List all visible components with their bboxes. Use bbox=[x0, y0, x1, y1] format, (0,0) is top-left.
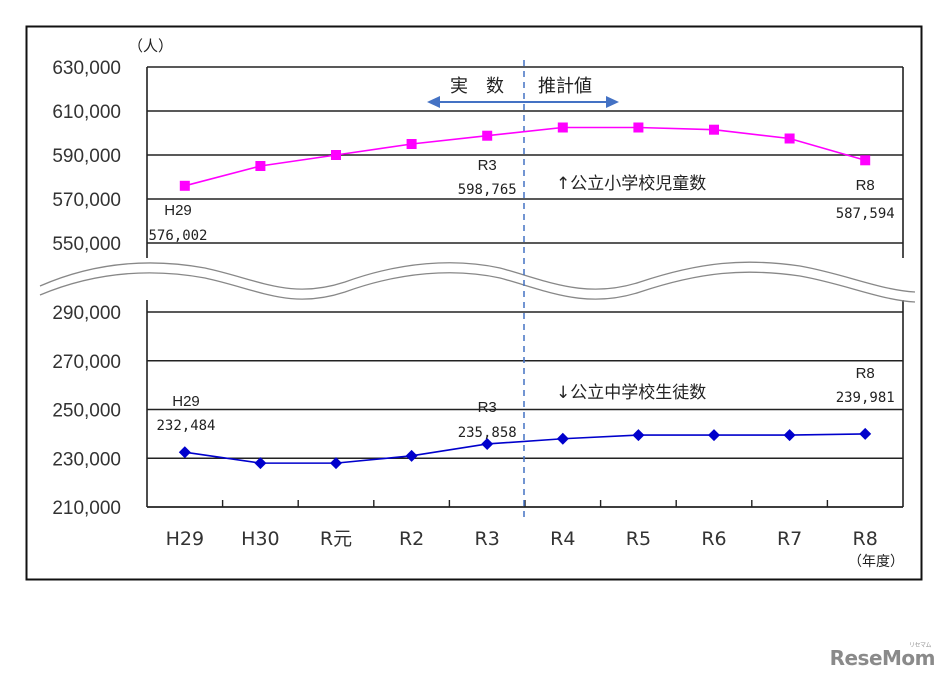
x-category-label: R元 bbox=[320, 528, 352, 550]
x-category-label: H29 bbox=[166, 528, 204, 550]
watermark-text: ReseMom bbox=[829, 646, 936, 670]
data-annotations: H29 576,002 R3 598,765 R8 587,594 H29 232,484 R3… bbox=[148, 157, 894, 441]
data-point-diamond bbox=[783, 429, 796, 442]
data-point-square bbox=[255, 161, 266, 171]
data-point-square bbox=[482, 130, 493, 141]
data-point-diamond bbox=[481, 437, 494, 450]
data-point-square bbox=[179, 180, 190, 191]
x-category-label: H30 bbox=[241, 528, 279, 550]
y-tick-label: 570,000 bbox=[52, 190, 121, 211]
y-tick-label: 270,000 bbox=[52, 352, 121, 373]
y-tick-label: 210,000 bbox=[52, 498, 121, 519]
y-tick-label: 550,000 bbox=[52, 234, 121, 255]
y-tick-label: 610,000 bbox=[52, 102, 121, 123]
x-category-label: R4 bbox=[550, 528, 575, 550]
annotation-label: R3 bbox=[478, 399, 497, 416]
actual-label: 実 数 bbox=[450, 76, 504, 97]
y-tick-label: 630,000 bbox=[52, 58, 121, 79]
y-tick-label: 590,000 bbox=[52, 146, 121, 167]
junior-high-legend-label: ↓公立中学校生徒数 bbox=[556, 383, 706, 403]
data-point-square bbox=[406, 139, 417, 149]
annotation-value: 235,858 bbox=[458, 425, 517, 441]
upper-plot-grid bbox=[146, 66, 904, 258]
series-line bbox=[184, 433, 866, 464]
annotation-label: R8 bbox=[856, 365, 875, 382]
data-point-diamond bbox=[556, 432, 569, 445]
data-point-square bbox=[860, 155, 871, 166]
annotation-value: 587,594 bbox=[836, 206, 895, 222]
elementary-series bbox=[179, 122, 871, 191]
x-axis: H29 H30 R元 R2 R3 R4 R5 R6 R7 R8 bbox=[166, 528, 878, 550]
x-category-label: R2 bbox=[399, 528, 424, 550]
x-category-label: R8 bbox=[853, 528, 878, 550]
junior-high-series bbox=[178, 427, 872, 470]
axis-break-wave bbox=[39, 261, 916, 303]
data-point-square bbox=[709, 124, 719, 135]
data-point-diamond bbox=[405, 449, 418, 462]
elementary-legend-label: ↑公立小学校児童数 bbox=[556, 174, 706, 194]
data-point-square bbox=[557, 122, 568, 133]
annotation-label: R3 bbox=[478, 157, 497, 174]
annotation-label: R8 bbox=[856, 177, 875, 194]
x-category-label: R6 bbox=[701, 528, 726, 550]
watermark-subtext: リセマム bbox=[908, 642, 932, 649]
data-point-square bbox=[633, 122, 644, 133]
actual-estimate-arrow bbox=[427, 96, 619, 108]
y-tick-label: 290,000 bbox=[52, 303, 121, 324]
data-point-diamond bbox=[708, 429, 720, 442]
data-point-diamond bbox=[859, 427, 872, 440]
data-point-square bbox=[331, 150, 341, 160]
data-point-diamond bbox=[632, 429, 645, 442]
lower-y-axis-labels: 290,000 270,000 250,000 230,000 210,000 bbox=[52, 303, 121, 519]
lower-plot-grid bbox=[146, 300, 904, 508]
annotation-label: H29 bbox=[172, 393, 200, 410]
data-point-diamond bbox=[330, 457, 342, 470]
chart-frame bbox=[25, 25, 923, 581]
y-tick-label: 230,000 bbox=[52, 449, 121, 470]
x-category-label: R3 bbox=[475, 528, 500, 550]
x-category-label: R5 bbox=[626, 528, 651, 550]
data-point-diamond bbox=[178, 446, 191, 459]
x-category-label: R7 bbox=[777, 528, 802, 550]
annotation-value: 576,002 bbox=[148, 228, 207, 244]
resemom-watermark: ReseMom リセマム bbox=[829, 642, 936, 670]
annotation-label: H29 bbox=[164, 202, 192, 219]
annotation-value: 232,484 bbox=[156, 418, 215, 434]
annotation-value: 598,765 bbox=[458, 182, 517, 198]
x-axis-unit-label: （年度） bbox=[848, 554, 904, 570]
data-point-diamond bbox=[254, 457, 267, 470]
y-tick-label: 250,000 bbox=[52, 401, 121, 422]
upper-y-axis-labels: 630,000 610,000 590,000 570,000 550,000 bbox=[52, 58, 121, 255]
data-point-square bbox=[784, 133, 795, 144]
estimate-label: 推計値 bbox=[538, 76, 592, 97]
series-line bbox=[184, 126, 866, 187]
annotation-value: 239,981 bbox=[836, 390, 895, 406]
unit-label: （人） bbox=[128, 37, 173, 55]
